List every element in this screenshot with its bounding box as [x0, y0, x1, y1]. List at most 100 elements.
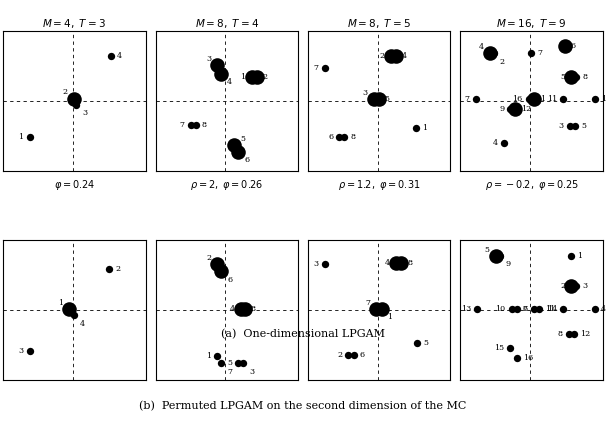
Text: 8: 8: [582, 73, 587, 81]
Text: 6: 6: [244, 156, 250, 164]
Text: 3: 3: [362, 89, 368, 97]
Point: [320, 261, 330, 268]
Text: 1: 1: [387, 313, 393, 321]
Point: [216, 359, 226, 366]
Point: [560, 43, 570, 50]
Text: 5: 5: [241, 135, 245, 143]
Point: [558, 305, 568, 312]
Text: 2: 2: [338, 351, 342, 358]
Text: $\rho=2,\ \varphi=0.26$: $\rho=2,\ \varphi=0.26$: [190, 178, 264, 192]
Text: 8: 8: [407, 259, 413, 267]
Text: 7: 7: [465, 95, 470, 103]
Text: 11: 11: [545, 305, 556, 312]
Text: 1: 1: [58, 299, 62, 307]
Point: [567, 252, 576, 259]
Point: [527, 50, 536, 57]
Point: [567, 283, 576, 290]
Point: [391, 259, 401, 266]
Text: 15: 15: [494, 344, 504, 352]
Point: [104, 266, 114, 273]
Point: [571, 73, 581, 80]
Point: [524, 95, 534, 103]
Text: 10: 10: [601, 95, 606, 103]
Text: 5: 5: [227, 359, 232, 367]
Text: 2: 2: [206, 254, 211, 263]
Text: 8: 8: [350, 133, 355, 141]
Point: [472, 305, 482, 312]
Point: [590, 95, 600, 103]
Title: $M=4,\ T=3$: $M=4,\ T=3$: [42, 18, 106, 30]
Point: [511, 106, 521, 113]
Text: 6: 6: [523, 305, 528, 312]
Text: 5: 5: [581, 122, 586, 130]
Point: [369, 95, 379, 103]
Point: [349, 351, 359, 358]
Text: 16: 16: [513, 95, 523, 103]
Text: 1: 1: [577, 252, 582, 260]
Text: 4: 4: [80, 320, 85, 328]
Text: 4: 4: [479, 43, 484, 51]
Point: [344, 351, 353, 358]
Point: [413, 339, 422, 346]
Text: 6: 6: [570, 42, 576, 50]
Point: [106, 53, 116, 60]
Text: 3: 3: [313, 260, 319, 268]
Text: 8: 8: [202, 121, 207, 129]
Point: [212, 353, 222, 360]
Text: 5: 5: [424, 339, 428, 347]
Text: 2: 2: [380, 53, 385, 61]
Point: [238, 359, 248, 366]
Text: 7: 7: [179, 121, 185, 129]
Point: [25, 347, 35, 354]
Text: 3: 3: [249, 368, 254, 376]
Title: $M=8,\ T=5$: $M=8,\ T=5$: [347, 18, 411, 30]
Text: 1: 1: [540, 95, 545, 103]
Point: [391, 53, 401, 60]
Title: $M=16,\ T=9$: $M=16,\ T=9$: [496, 18, 567, 30]
Point: [565, 123, 574, 130]
Point: [236, 305, 246, 312]
Point: [529, 305, 539, 312]
Point: [335, 133, 344, 140]
Point: [485, 50, 495, 57]
Point: [534, 305, 544, 312]
Point: [558, 95, 568, 103]
Text: 7: 7: [313, 65, 319, 72]
Point: [191, 121, 201, 128]
Text: 5: 5: [485, 246, 490, 254]
Text: 1: 1: [241, 73, 245, 81]
Point: [374, 95, 384, 103]
Point: [216, 70, 226, 77]
Text: 5: 5: [560, 73, 565, 81]
Point: [216, 267, 226, 274]
Text: $\rho=1.2,\ \varphi=0.31$: $\rho=1.2,\ \varphi=0.31$: [338, 178, 421, 192]
Text: 6: 6: [360, 351, 365, 358]
Point: [489, 50, 499, 57]
Text: 4: 4: [227, 78, 232, 86]
Text: 12: 12: [521, 105, 531, 113]
Text: 3: 3: [582, 282, 588, 290]
Point: [212, 61, 222, 69]
Point: [386, 53, 396, 60]
Text: 7: 7: [523, 305, 528, 312]
Text: 3: 3: [82, 109, 87, 117]
Point: [491, 252, 501, 259]
Text: 4: 4: [117, 53, 122, 61]
Text: 6: 6: [227, 276, 232, 284]
Text: 3: 3: [206, 55, 211, 63]
Text: 2: 2: [115, 265, 120, 274]
Point: [499, 140, 508, 147]
Point: [186, 121, 196, 128]
Text: 9: 9: [499, 105, 504, 113]
Point: [339, 133, 349, 140]
Text: (a)  One-dimensional LPGAM: (a) One-dimensional LPGAM: [221, 329, 385, 339]
Point: [507, 305, 516, 312]
Text: 2: 2: [560, 282, 565, 290]
Point: [377, 305, 387, 312]
Text: 8: 8: [558, 330, 562, 338]
Text: 2: 2: [263, 73, 268, 81]
Text: 4: 4: [402, 53, 407, 61]
Text: 10: 10: [496, 305, 505, 312]
Text: 3: 3: [559, 122, 564, 130]
Text: 7: 7: [227, 368, 232, 376]
